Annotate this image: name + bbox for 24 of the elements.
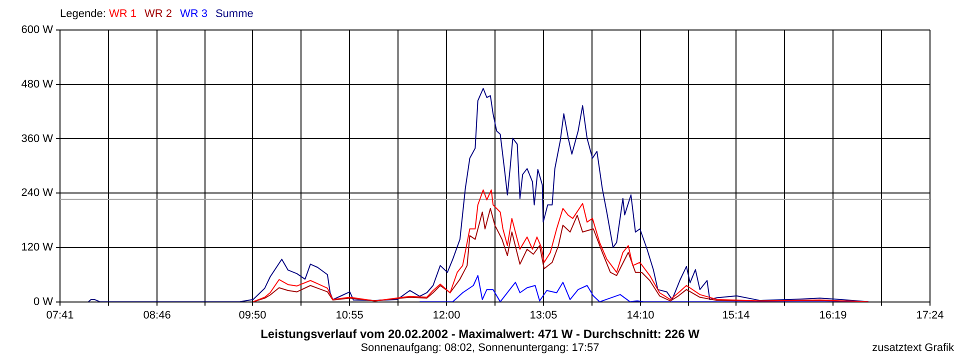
text: Leistungsverlauf vom 20.02.2002 - Maximalwert: 471 W - Durchschnitt: 226 W: [260, 327, 700, 341]
y-tick-label: 0 W: [33, 296, 54, 308]
y-tick-label: 120 W: [21, 241, 54, 254]
x-tick-label: 12:00: [432, 309, 460, 322]
text: Summe: [215, 8, 254, 20]
y-tick-label: 240 W: [21, 187, 54, 200]
x-tick-label: 10:55: [336, 309, 364, 322]
text: WR 1: [108, 8, 136, 20]
x-tick-label: 15:14: [722, 309, 750, 322]
x-tick-label: 08:46: [143, 309, 171, 322]
x-tick-label: 09:50: [238, 309, 266, 322]
text: Sonnenaufgang: 08:02, Sonnenuntergang: 17:57: [360, 342, 600, 354]
y-tick-label: 600 W: [21, 24, 54, 36]
x-tick-label: 07:41: [46, 309, 74, 322]
x-tick-label: 14:10: [626, 309, 654, 322]
y-tick-label: 480 W: [21, 78, 54, 90]
text: WR 2: [144, 8, 172, 20]
legend-title: Legende:: [60, 8, 106, 20]
text: zusatztext Grafik: [872, 342, 954, 354]
x-tick-label: 13:05: [530, 309, 558, 322]
text: WR 3: [180, 8, 208, 20]
x-tick-label: 17:24: [916, 309, 944, 322]
x-tick-label: 16:19: [819, 309, 847, 322]
y-tick-label: 360 W: [21, 132, 54, 145]
